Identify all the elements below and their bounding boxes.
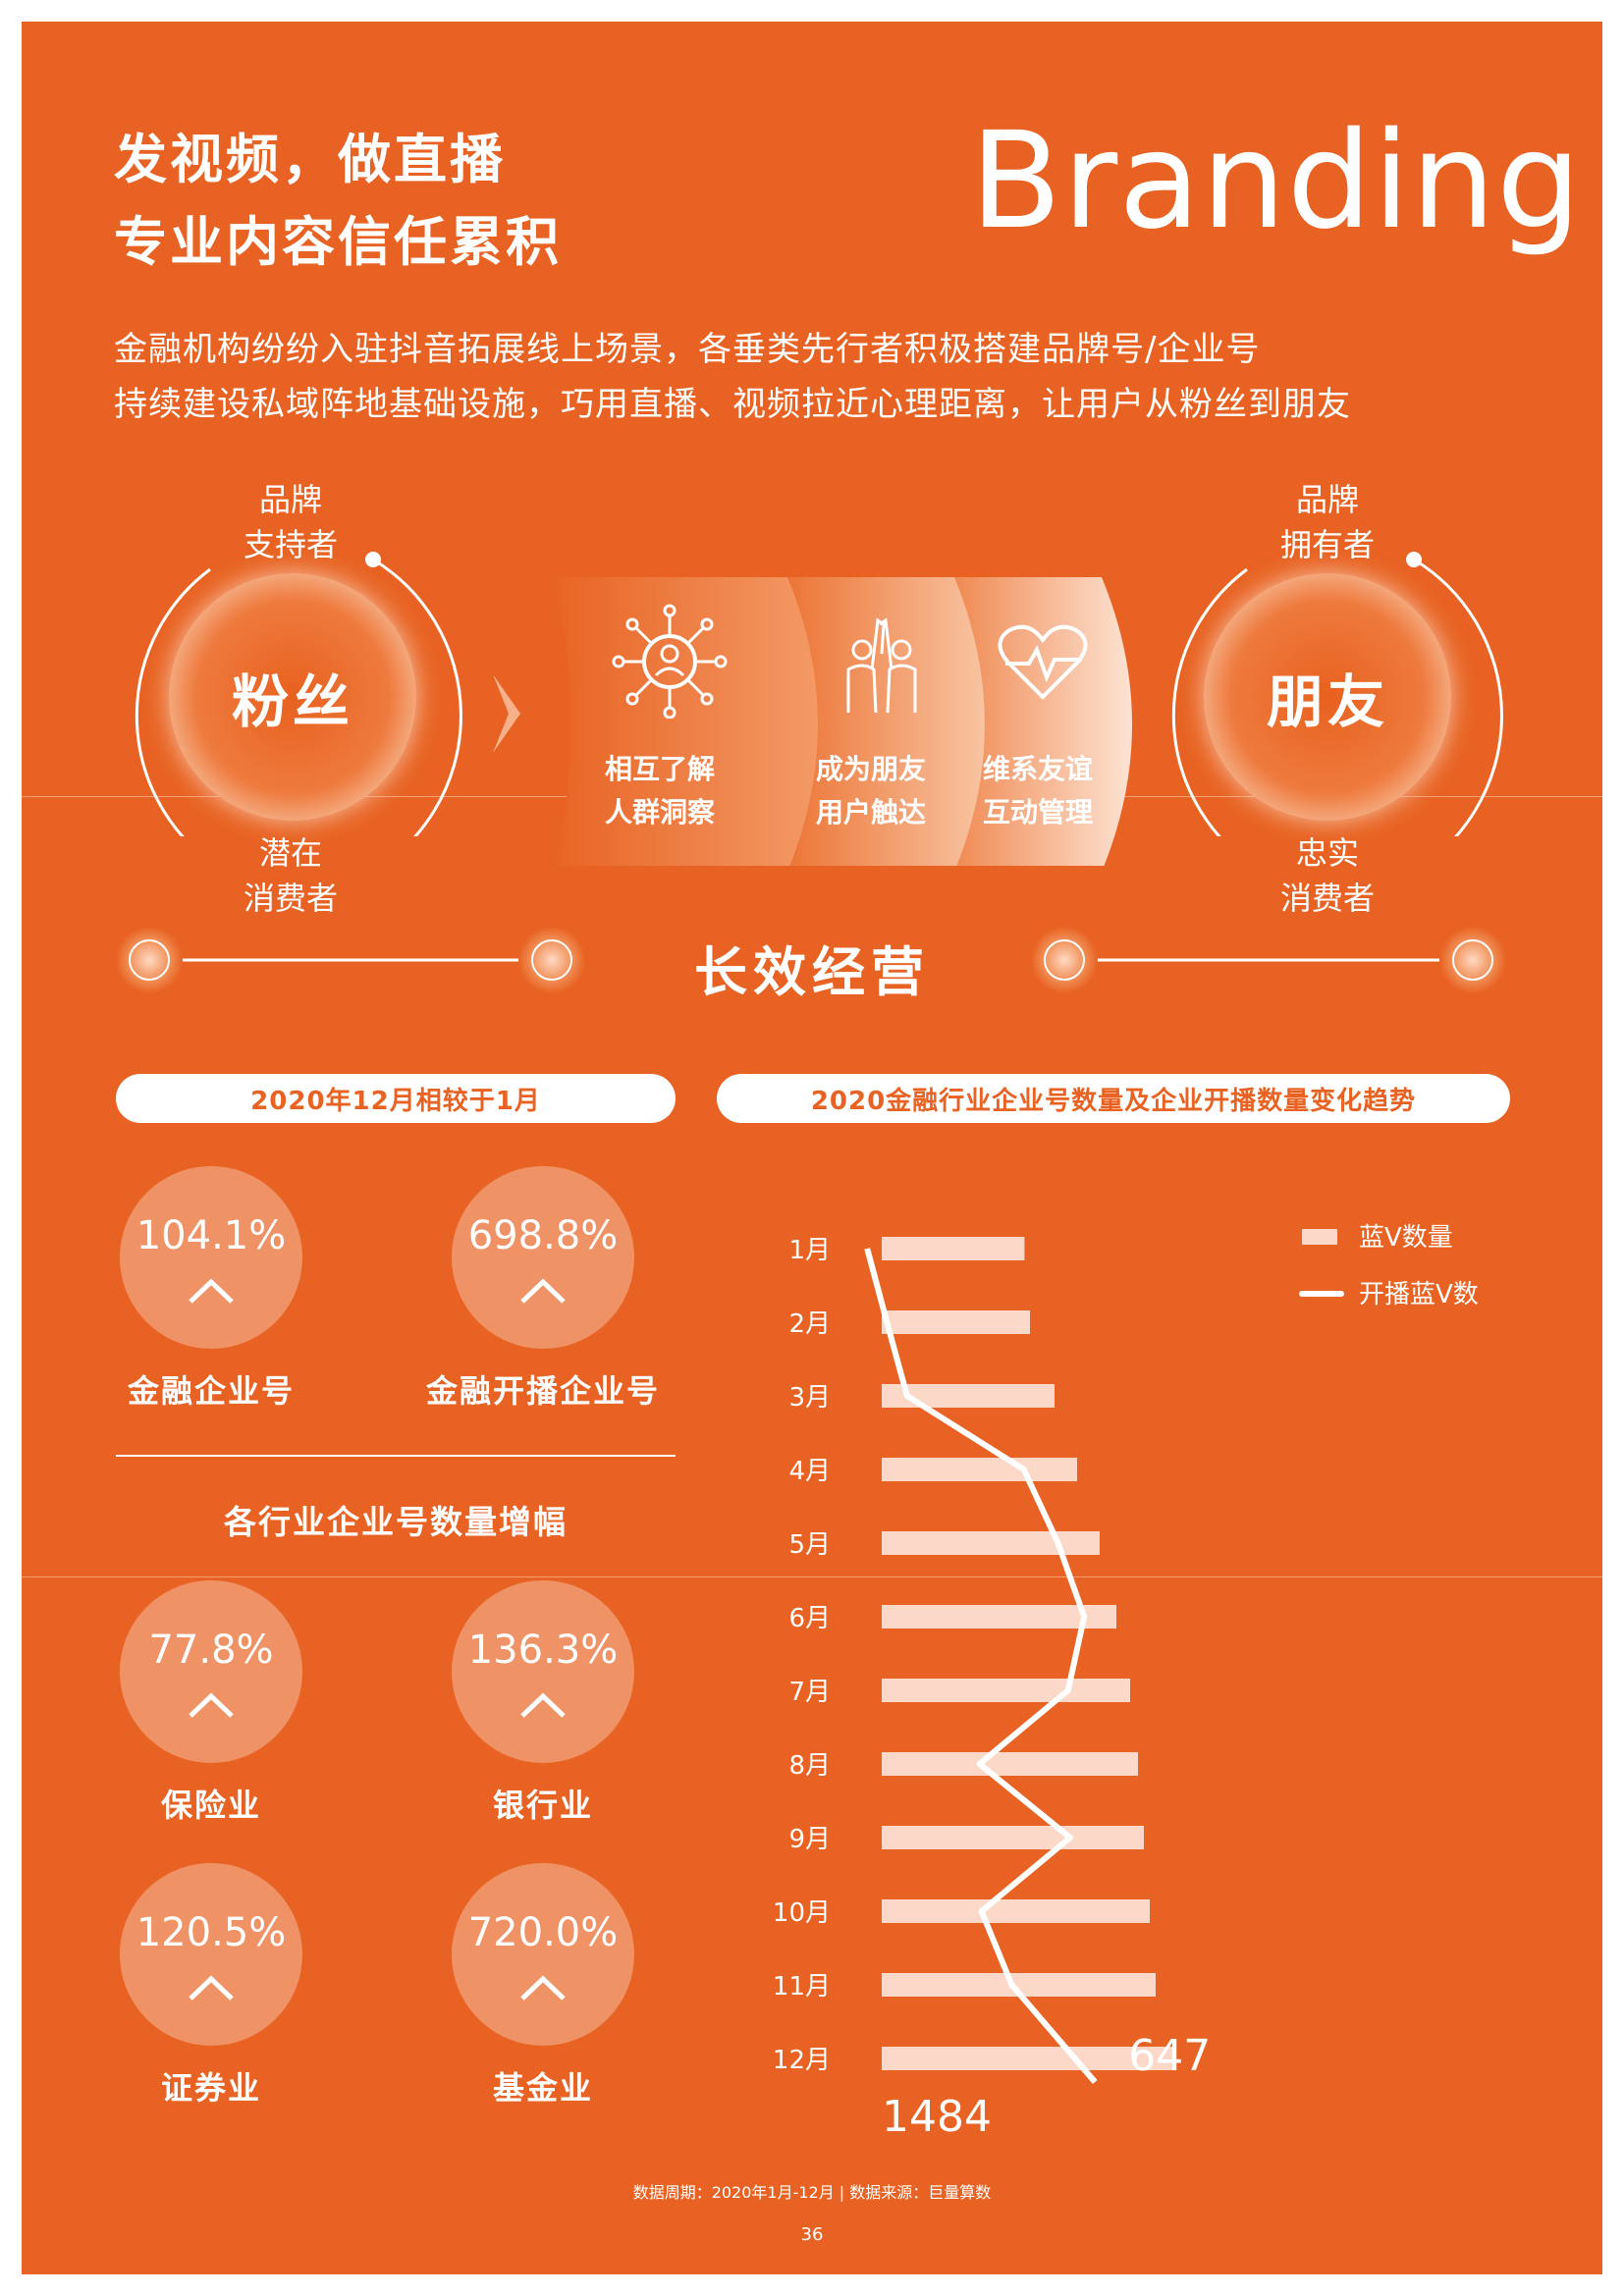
- stat-value: 698.8%: [467, 1213, 619, 1258]
- right-ring-arc: [1171, 567, 1248, 836]
- stat-circle: 120.5%: [120, 1863, 302, 2046]
- trend-chart: 1月 2月 3月 4月 5月 6月 7月 8月 9月 10月 11月 12月 1484 647 蓝V数量开播…: [773, 1223, 1479, 2142]
- bar: [882, 1237, 1025, 1260]
- stat-value: 720.0%: [467, 1910, 619, 1955]
- stat-value: 120.5%: [135, 1910, 287, 1955]
- comparison-pill: 2020年12月相较于1月: [116, 1074, 676, 1123]
- bar: [882, 1531, 1100, 1555]
- intro-line-1: 金融机构纷纷入驻抖音拓展线上场景，各垂类先行者积极搭建品牌号/企业号: [114, 330, 1261, 369]
- stat-label: 金融企业号: [127, 1372, 295, 1410]
- category-label: 11月: [773, 1972, 831, 2002]
- band-segment-1: [552, 577, 818, 866]
- category-label: 1月: [788, 1236, 831, 1265]
- timeline-node: [1439, 927, 1506, 993]
- band-segment-2: [787, 577, 985, 866]
- bar: [882, 1605, 1116, 1629]
- category-label: 12月: [773, 2046, 831, 2075]
- stat-value: 136.3%: [467, 1628, 619, 1673]
- chevron-up-icon: [520, 1975, 566, 2001]
- right-ring-arc: [1413, 558, 1503, 836]
- stat-circle: 720.0%: [452, 1863, 634, 2046]
- fans-orb-label: 粉丝: [231, 668, 353, 735]
- band-arrow: [493, 674, 520, 753]
- page-title-line-2: 专业内容信任累积: [114, 211, 562, 273]
- category-label: 10月: [773, 1898, 831, 1928]
- left-ring-arc: [372, 558, 462, 836]
- branding-heading: Branding: [970, 104, 1583, 259]
- timeline-node: [518, 927, 585, 993]
- friends-orb-label: 朋友: [1266, 668, 1388, 735]
- stat-circle: 136.3%: [452, 1580, 634, 1763]
- long-term-operation-title: 长效经营: [694, 941, 930, 1003]
- high-five-people-icon: [846, 617, 917, 714]
- bar: [882, 1752, 1138, 1776]
- intro-line-2: 持续建设私域阵地基础设施，巧用直播、视频拉近心理距离，让用户从粉丝到朋友: [114, 385, 1351, 424]
- brand-supporter-label: 品牌 支持者: [243, 481, 338, 563]
- chevron-up-icon: [520, 1278, 566, 1304]
- stat-value: 104.1%: [135, 1213, 287, 1258]
- chevron-up-icon: [520, 1692, 566, 1718]
- page-title-line-1: 发视频，做直播: [114, 129, 506, 190]
- category-label: 5月: [788, 1530, 831, 1560]
- category-label: 9月: [788, 1825, 831, 1854]
- bar: [882, 1458, 1077, 1481]
- heartbeat-icon: [998, 624, 1088, 700]
- page-number: 36: [800, 2224, 824, 2245]
- bar-end-label: 1484: [882, 2092, 992, 2142]
- potential-consumer-label: 潜在 消费者: [243, 834, 338, 917]
- chevron-up-icon: [189, 1692, 234, 1718]
- line-end-label: 647: [1128, 2031, 1211, 2081]
- timeline-node: [1031, 927, 1098, 993]
- page: 发视频，做直播 专业内容信任累积 Branding 金融机构纷纷入驻抖音拓展线上…: [22, 22, 1602, 2274]
- stat-label: 保险业: [160, 1787, 261, 1824]
- category-label: 7月: [788, 1678, 831, 1707]
- industry-growth-heading: 各行业企业号数量增幅: [224, 1503, 568, 1541]
- fans-orb: 粉丝: [169, 573, 416, 821]
- journey-band: [493, 577, 1132, 866]
- legend-bar-label: 蓝V数量: [1359, 1223, 1453, 1253]
- category-label: 8月: [788, 1751, 831, 1781]
- legend-bar-swatch: [1302, 1229, 1337, 1245]
- stat-label: 银行业: [492, 1787, 593, 1824]
- network-people-icon: [612, 604, 728, 719]
- left-ring-arc: [135, 567, 211, 836]
- ring-dot: [365, 552, 381, 567]
- legend-line-label: 开播蓝V数: [1359, 1280, 1479, 1309]
- timeline-node: [116, 927, 183, 993]
- bar: [882, 1310, 1030, 1334]
- journey-rings: [135, 552, 1503, 836]
- stat-value: 77.8%: [148, 1628, 274, 1673]
- category-label: 3月: [788, 1383, 831, 1413]
- divider-line: [22, 1576, 1602, 1577]
- chevron-up-icon: [189, 1278, 234, 1304]
- bar: [882, 1679, 1130, 1702]
- bar: [882, 1899, 1150, 1923]
- stat-label: 基金业: [492, 2069, 593, 2107]
- section-divider: [116, 1455, 676, 1457]
- brand-owner-label: 品牌 拥有者: [1279, 481, 1375, 563]
- stat-label: 证券业: [160, 2069, 261, 2107]
- timeline-connector: [116, 927, 1506, 993]
- line-series: [864, 1248, 1098, 2084]
- category-label: 2月: [788, 1309, 831, 1339]
- step-1-text: 相互了解 人群洞察: [604, 753, 715, 828]
- category-label: 6月: [788, 1604, 831, 1633]
- stat-label: 金融开播企业号: [425, 1372, 660, 1410]
- stat-circle: 77.8%: [120, 1580, 302, 1763]
- stat-circle: 698.8%: [452, 1166, 634, 1349]
- category-label: 4月: [788, 1457, 831, 1486]
- step-3-text: 维系友谊 互动管理: [982, 753, 1093, 828]
- data-source-note: 数据周期：2020年1月-12月 | 数据来源：巨量算数: [632, 2183, 992, 2202]
- step-2-text: 成为朋友 用户触达: [815, 753, 926, 828]
- bar: [882, 1826, 1144, 1849]
- chevron-up-icon: [189, 1975, 234, 2001]
- chart-title-pill: 2020金融行业企业号数量及企业开播数量变化趋势: [717, 1074, 1510, 1123]
- bar: [882, 2047, 1173, 2070]
- loyal-consumer-label: 忠实 消费者: [1279, 834, 1375, 917]
- friends-orb: 朋友: [1204, 573, 1451, 821]
- ring-dot: [1406, 552, 1422, 567]
- stat-circle: 104.1%: [120, 1166, 302, 1349]
